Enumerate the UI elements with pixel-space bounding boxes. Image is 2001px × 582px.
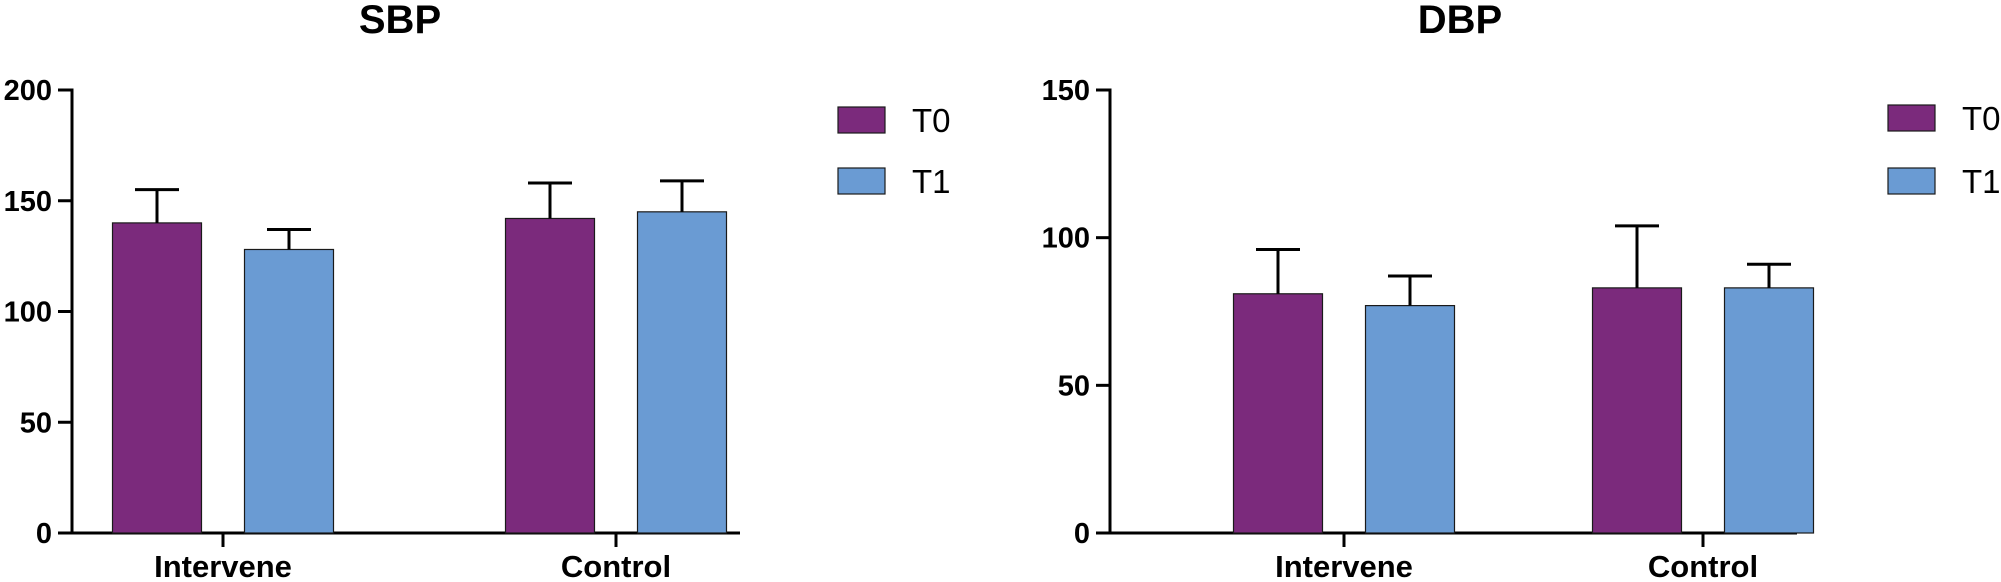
sbp-chart: SBP 0 50 100 150 200 Intervene Control T0 T1 bbox=[4, 0, 951, 582]
sbp-legend-swatch-t1 bbox=[837, 167, 886, 195]
sbp-y-tick-label: 100 bbox=[4, 297, 52, 329]
sbp-category-label: Control bbox=[561, 549, 671, 582]
dbp-legend-label-t1: T1 bbox=[1962, 163, 2001, 200]
sbp-y-tick-label: 150 bbox=[4, 186, 52, 218]
sbp-y-tick-label: 50 bbox=[20, 407, 52, 439]
sbp-bar-t1 bbox=[243, 248, 335, 534]
dbp-bar-t1 bbox=[1364, 304, 1456, 534]
sbp-bar-t0 bbox=[111, 222, 203, 534]
sbp-category-label: Intervene bbox=[154, 549, 292, 582]
dbp-bar-t1 bbox=[1723, 287, 1815, 534]
sbp-bar-t0 bbox=[504, 217, 596, 534]
dbp-y-tick-label: 50 bbox=[1058, 370, 1090, 402]
dbp-chart-title: DBP bbox=[1418, 0, 1502, 42]
dbp-legend-swatch-t1 bbox=[1887, 167, 1936, 195]
dbp-legend-swatch-t0 bbox=[1887, 104, 1936, 132]
dbp-category-label: Control bbox=[1648, 549, 1758, 582]
sbp-chart-title: SBP bbox=[359, 0, 441, 42]
dbp-legend-label-t0: T0 bbox=[1962, 100, 2001, 137]
dbp-y-tick-label: 0 bbox=[1074, 518, 1090, 550]
sbp-legend-label-t0: T0 bbox=[912, 102, 951, 139]
sbp-y-tick-label: 0 bbox=[36, 518, 52, 550]
dbp-y-tick-label: 100 bbox=[1042, 223, 1090, 255]
dbp-chart: DBP 0 50 100 150 Intervene Control T0 T1 bbox=[1042, 0, 2001, 582]
sbp-y-tick-label: 200 bbox=[4, 75, 52, 107]
dbp-category-label: Intervene bbox=[1275, 549, 1413, 582]
sbp-legend-swatch-t0 bbox=[837, 106, 886, 134]
sbp-bar-t1 bbox=[636, 211, 728, 534]
dbp-bar-t0 bbox=[1232, 293, 1324, 534]
dbp-bar-t0 bbox=[1591, 287, 1683, 534]
sbp-legend-label-t1: T1 bbox=[912, 163, 951, 200]
dbp-y-tick-label: 150 bbox=[1042, 75, 1090, 107]
